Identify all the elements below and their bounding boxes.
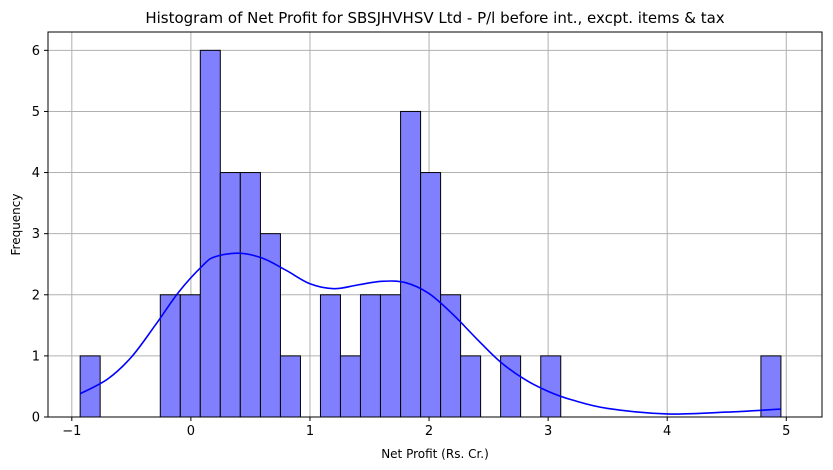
x-tick-label: 5 bbox=[782, 424, 790, 439]
y-tick-label: 0 bbox=[32, 411, 40, 426]
histogram-bar bbox=[179, 294, 201, 418]
histogram-bar bbox=[199, 49, 221, 418]
x-tick-label: 3 bbox=[544, 424, 552, 439]
histogram-bar bbox=[239, 172, 261, 418]
y-tick-label: 3 bbox=[32, 227, 40, 242]
y-axis-label: Frequency bbox=[9, 194, 23, 256]
chart-title: Histogram of Net Profit for SBSJHVHSV Lt… bbox=[145, 9, 724, 27]
histogram-bar bbox=[760, 355, 782, 418]
kde-curve-group bbox=[79, 252, 781, 415]
grid bbox=[48, 32, 822, 418]
histogram-bar bbox=[379, 294, 402, 418]
y-tick-label: 5 bbox=[32, 105, 40, 120]
y-tick-label: 2 bbox=[32, 288, 40, 303]
y-tick-label: 1 bbox=[32, 349, 40, 364]
x-tick-label: 4 bbox=[663, 424, 671, 439]
kde-line bbox=[79, 252, 781, 415]
histogram-bar bbox=[540, 355, 562, 418]
histogram-bar bbox=[79, 355, 101, 418]
axis-ticks: −1 0 1 2 3 4 5 0 1 2 3 4 5 6 bbox=[32, 44, 791, 439]
histogram-bar bbox=[339, 355, 361, 418]
y-tick-label: 4 bbox=[32, 166, 40, 181]
x-tick-label: −1 bbox=[62, 424, 81, 439]
x-axis-label: Net Profit (Rs. Cr.) bbox=[381, 447, 489, 461]
x-tick-label: 2 bbox=[425, 424, 433, 439]
histogram-bar bbox=[400, 110, 422, 418]
y-tick-label: 6 bbox=[32, 44, 40, 59]
histogram-bar bbox=[460, 355, 482, 418]
plot-area-frame bbox=[47, 31, 823, 418]
histogram-bar bbox=[219, 172, 241, 418]
x-tick-label: 0 bbox=[187, 424, 195, 439]
histogram-bar bbox=[359, 294, 381, 418]
x-tick-label: 1 bbox=[306, 424, 314, 439]
histogram-bar bbox=[319, 294, 341, 418]
histogram-bar bbox=[279, 355, 301, 418]
